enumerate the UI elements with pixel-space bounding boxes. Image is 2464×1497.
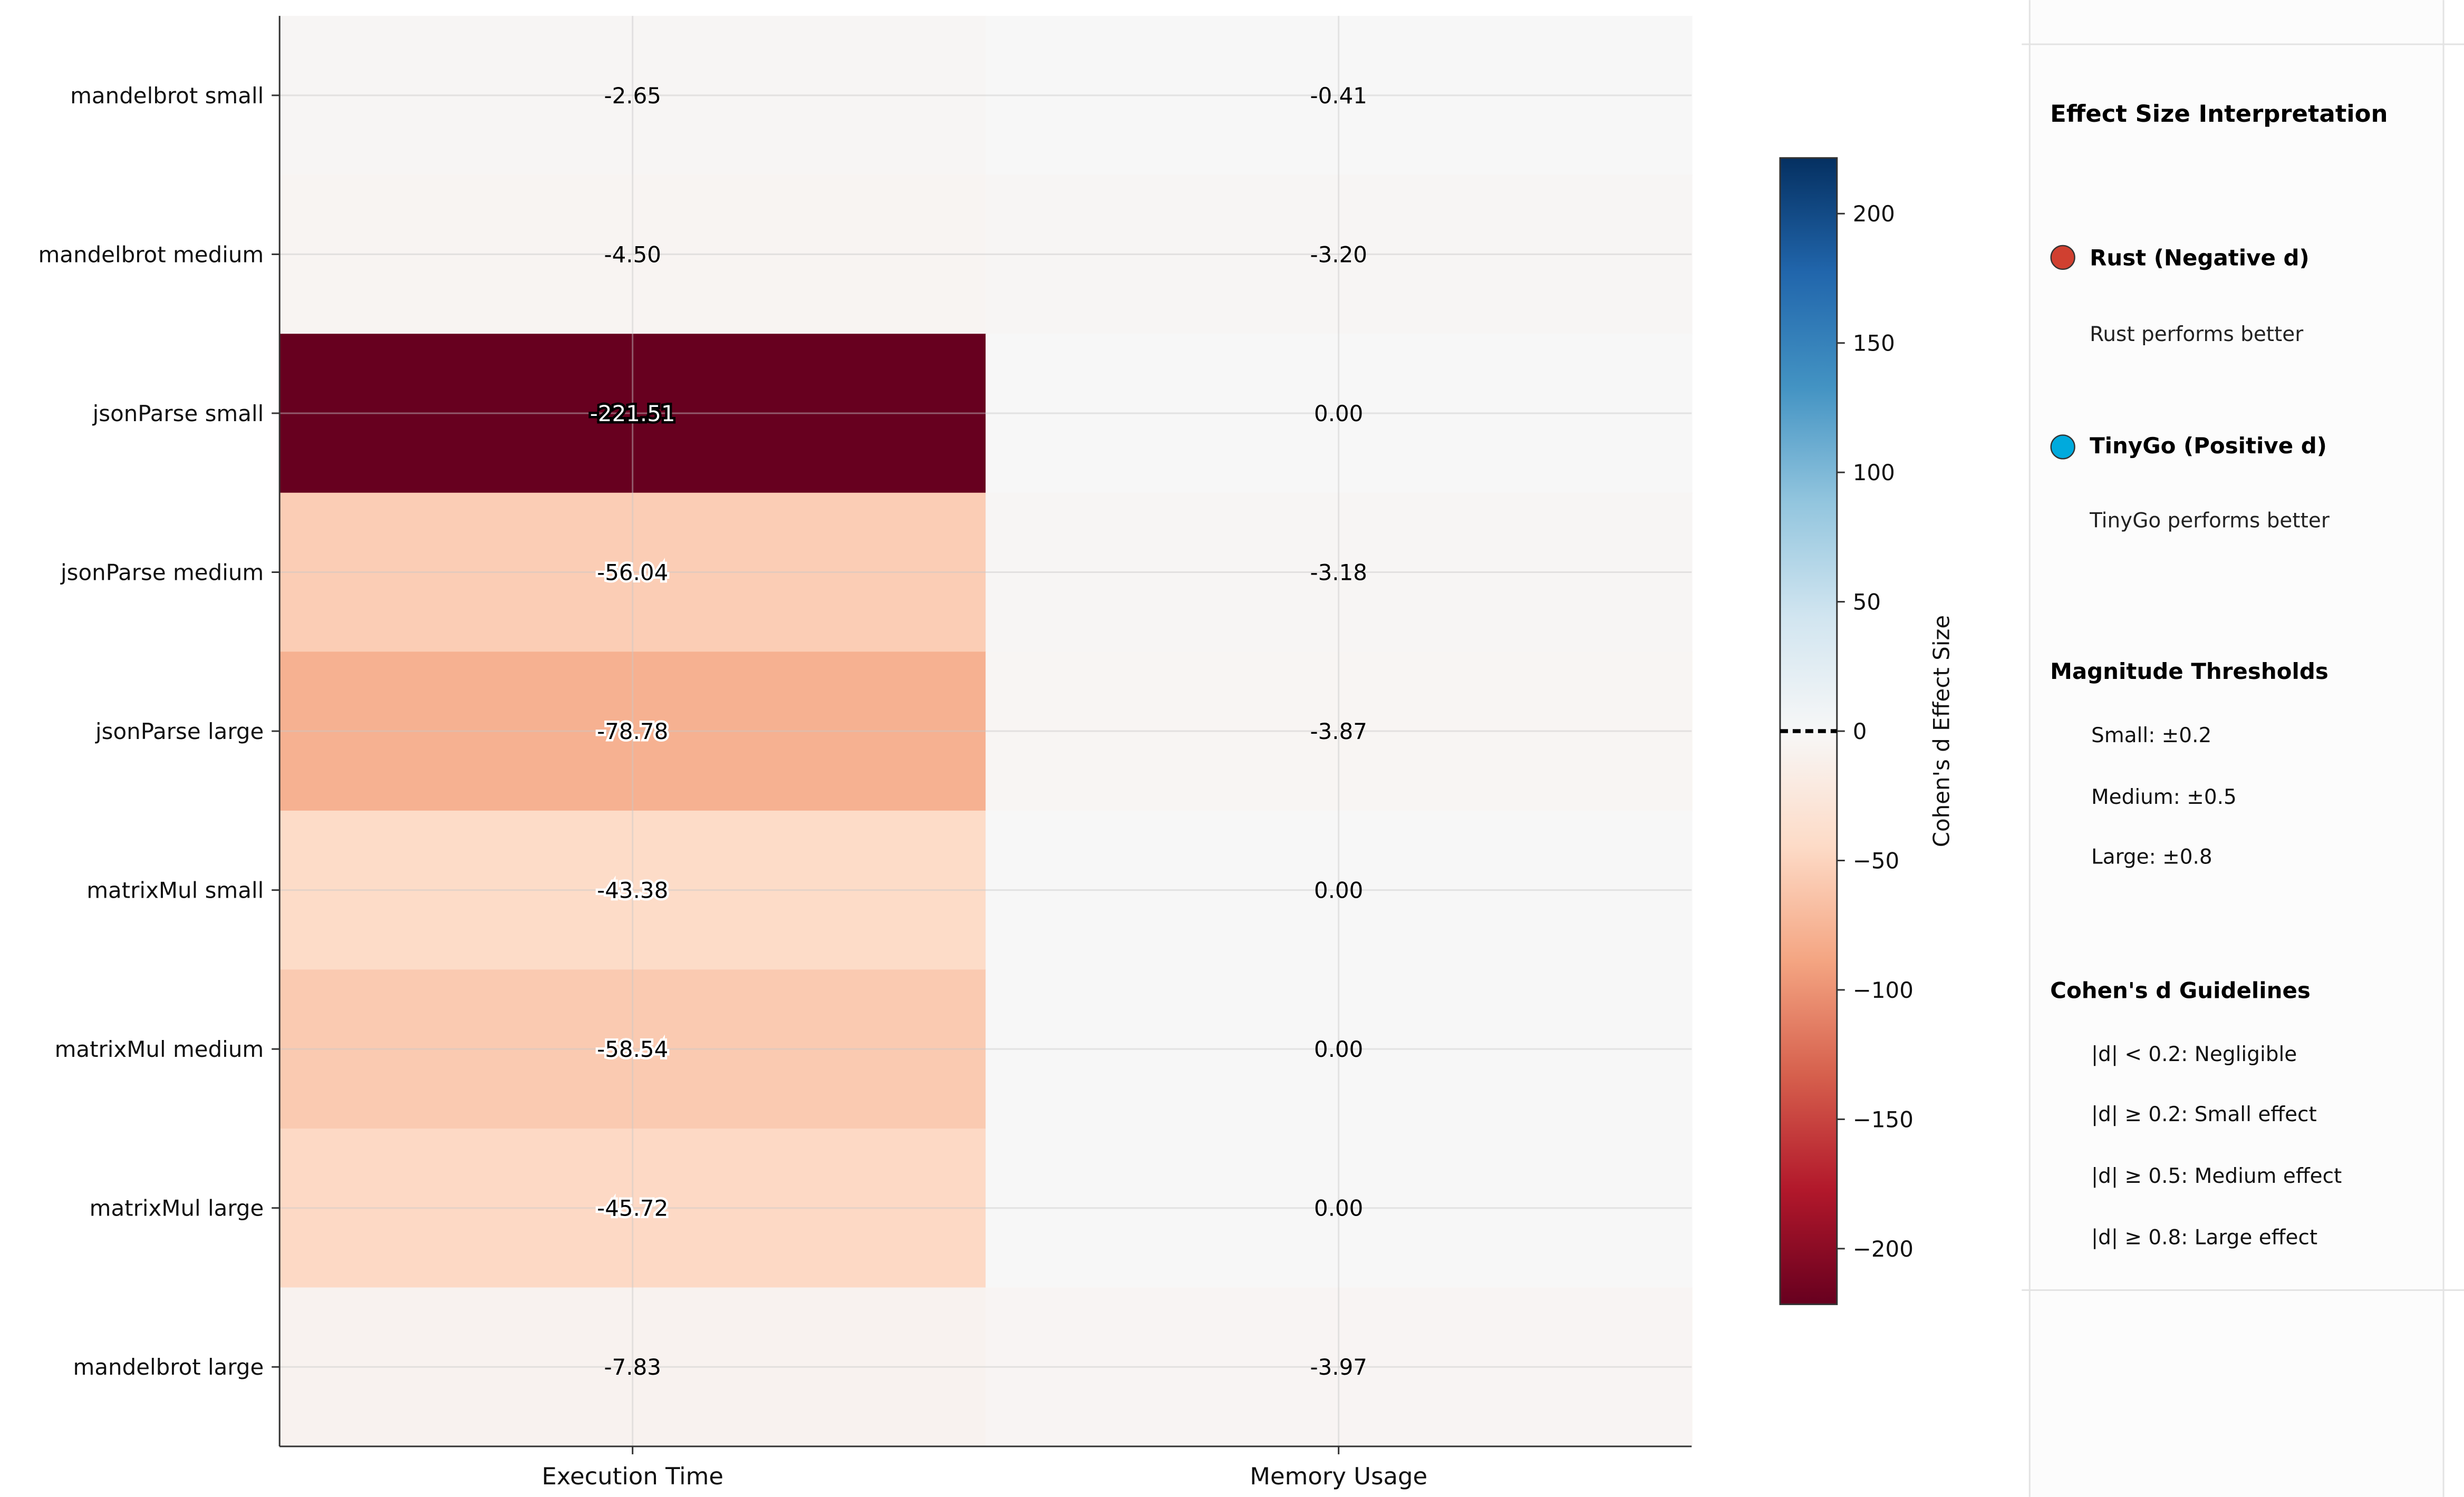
colorbar-tick-label: 0 [1853, 718, 1867, 744]
heatmap-cell [985, 810, 1693, 970]
magnitude-large: Large: ±0.8 [2091, 845, 2212, 869]
row-label: matrixMul medium [55, 1036, 264, 1062]
row-label: mandelbrot small [70, 83, 264, 109]
grid-lines [279, 16, 1692, 1447]
row-label: matrixMul small [86, 878, 264, 903]
heatmap-cell [279, 174, 987, 335]
colorbar-tick-label: −200 [1853, 1236, 1914, 1262]
heatmap-cell [279, 16, 987, 176]
guideline-medium: |d| ≥ 0.5: Medium effect [2091, 1164, 2342, 1188]
rust-legend-label: Rust (Negative d) [2090, 245, 2310, 270]
heatmap-cell [279, 1128, 987, 1288]
colorbar-tick-label: 100 [1853, 460, 1895, 485]
colorbar-tick-label: 200 [1853, 201, 1895, 227]
colorbar-tick-label: −100 [1853, 977, 1914, 1003]
legend-panel-bg [2030, 0, 2444, 1497]
guideline-large: |d| ≥ 0.8: Large effect [2091, 1226, 2317, 1250]
cell-value-label: 0.00 [1314, 878, 1363, 903]
colorbar: 200 150 100 50 0 −50 −100 −150 −200 Cohen's d Ef… [1779, 157, 1954, 1305]
cell-value-label: -43.38 [597, 878, 668, 903]
row-label: jsonParse small [92, 401, 264, 426]
colorbar-label: Cohen's d Effect Size [1928, 615, 1954, 848]
colorbar-tick-label: 150 [1853, 330, 1895, 356]
cell-value-label: -3.20 [1310, 241, 1367, 267]
heatmap-cell [279, 652, 987, 812]
cell-value-label: -221.51 [590, 401, 675, 426]
row-label: jsonParse large [95, 718, 264, 744]
heatmap-cell [985, 334, 1693, 494]
cell-value-label: -3.18 [1310, 559, 1367, 585]
cell-value-label: 0.00 [1314, 401, 1363, 426]
magnitude-title: Magnitude Thresholds [2050, 658, 2328, 684]
row-label: mandelbrot large [73, 1354, 264, 1380]
y-tick-labels: mandelbrot small mandelbrot medium jsonPar… [38, 83, 280, 1380]
cell-value-labels: -2.65 -0.41 -4.50 -3.20 -221.51 0.00 -56.04 -3.… [587, 83, 1367, 1380]
cell-value-label: -7.83 [604, 1354, 661, 1380]
row-label: jsonParse medium [60, 559, 264, 585]
cell-value-label: -45.72 [597, 1195, 668, 1221]
row-label: matrixMul large [90, 1195, 264, 1221]
tinygo-legend-desc: TinyGo performs better [2089, 509, 2330, 533]
cell-value-label: 0.00 [1314, 1195, 1363, 1221]
colorbar-tick-label: −50 [1853, 848, 1899, 873]
heatmap-cell [985, 16, 1693, 176]
guidelines-title: Cohen's d Guidelines [2050, 977, 2311, 1003]
tinygo-legend-label: TinyGo (Positive d) [2090, 433, 2327, 459]
heatmap-cell [985, 1287, 1693, 1447]
heatmap-cell [985, 1128, 1693, 1288]
cell-value-label: -0.41 [1310, 83, 1367, 109]
cell-value-label: 0.00 [1314, 1036, 1363, 1062]
heatmap-cells [279, 16, 1693, 1447]
cell-value-label: -78.78 [597, 718, 668, 744]
cell-value-label: -4.50 [604, 241, 661, 267]
row-label: mandelbrot medium [38, 241, 264, 267]
guideline-small: |d| ≥ 0.2: Small effect [2091, 1103, 2317, 1126]
heatmap-cell [985, 174, 1693, 335]
x-tick-labels: Execution Time Memory Usage [542, 1446, 1427, 1490]
cell-value-label: -56.04 [597, 559, 668, 585]
heatmap-cell [279, 334, 987, 494]
tinygo-marker-icon [2050, 434, 2075, 460]
heatmap-cell [279, 810, 987, 970]
magnitude-small: Small: ±0.2 [2091, 724, 2211, 747]
heatmap-cell [279, 492, 987, 653]
guideline-negligible: |d| < 0.2: Negligible [2091, 1043, 2297, 1066]
column-label: Memory Usage [1250, 1462, 1427, 1490]
rust-legend-desc: Rust performs better [2090, 323, 2304, 346]
heatmap-cell [279, 1287, 987, 1447]
heatmap-cell [985, 492, 1693, 653]
legend-title: Effect Size Interpretation [2050, 100, 2388, 128]
magnitude-medium: Medium: ±0.5 [2091, 785, 2237, 809]
heatmap-cell [985, 652, 1693, 812]
column-label: Execution Time [542, 1462, 723, 1490]
heatmap-cell [985, 969, 1693, 1130]
rust-marker-icon [2050, 245, 2075, 270]
cell-value-label: -3.97 [1310, 1354, 1367, 1380]
legend-panel: Effect Size Interpretation Rust (Negativ… [2022, 0, 2464, 1497]
cell-value-label: -58.54 [597, 1036, 668, 1062]
heatmap-cell [279, 969, 987, 1130]
cell-value-label: -2.65 [604, 83, 661, 109]
colorbar-tick-label: 50 [1853, 589, 1881, 615]
cell-value-label: -3.87 [1310, 718, 1367, 744]
colorbar-tick-label: −150 [1853, 1106, 1914, 1132]
